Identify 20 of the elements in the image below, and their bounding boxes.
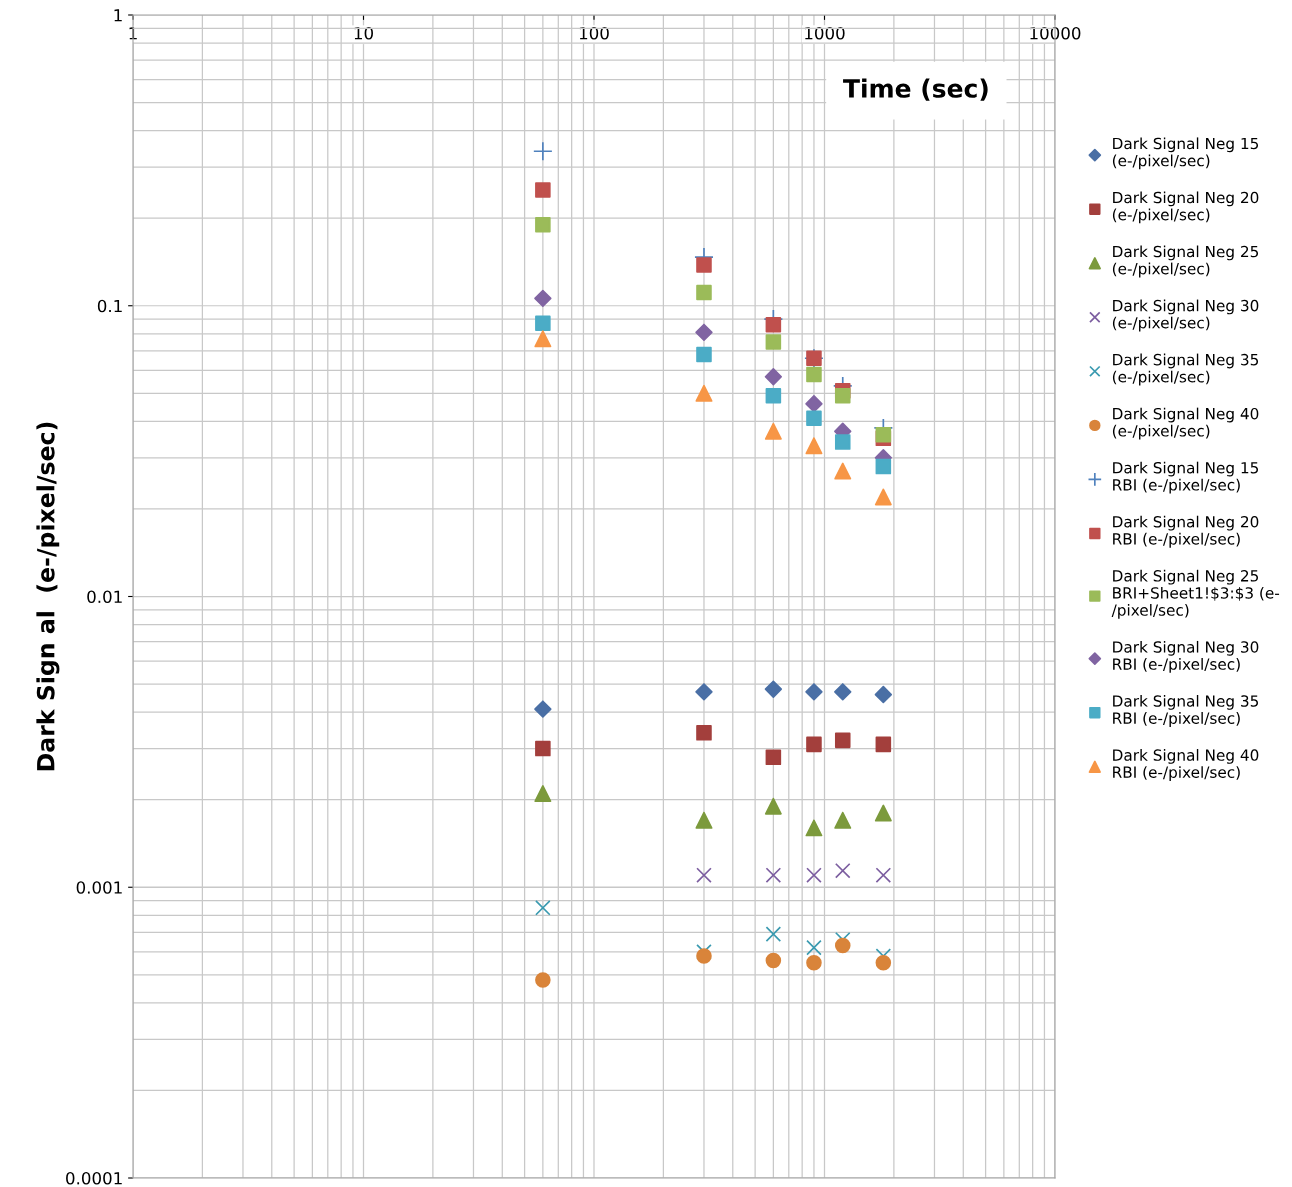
x-axis-title: Time (sec) [843,78,988,101]
y-tick-label: 0.0001 [66,1171,122,1185]
legend-label: Dark Signal Neg 15 (e-/pixel/sec) [1112,137,1259,170]
legend-label: Dark Signal Neg 30 RBI (e-/pixel/sec) [1113,640,1259,673]
legend-label: Dark Signal Neg 20 RBI (e-/pixel/sec) [1113,515,1259,548]
legend-label: Dark Signal Neg 15 RBI (e-/pixel/sec) [1113,461,1259,494]
legend-label: Dark Signal Neg 35 (e-/pixel/sec) [1112,353,1259,386]
y-tick-label: 0.1 [97,299,122,313]
legend-label: Dark Signal Neg 40 RBI (e-/pixel/sec) [1113,749,1259,781]
y-axis-title: Dark Sign al (e-/pixel/sec) [36,422,60,771]
y-tick-label: 0.01 [87,590,122,604]
x-tick-label: 1 [129,27,137,40]
legend-label: Dark Signal Neg 25 BRI+Sheet1!$3:$3 (e- /pixel/sec) [1111,569,1280,619]
legend-label: Dark Signal Neg 40 (e-/pixel/sec) [1112,407,1259,440]
legend-label: Dark Signal Neg 25 (e-/pixel/sec) [1112,245,1259,278]
legend-label: Dark Signal Neg 20 (e-/pixel/sec) [1112,191,1259,224]
y-tick-label: 1 [114,9,122,22]
legend-label: Dark Signal Neg 35 RBI (e-/pixel/sec) [1113,694,1259,727]
y-tick-label: 0.001 [76,881,122,894]
legend-label: Dark Signal Neg 30 (e-/pixel/sec) [1112,299,1259,332]
